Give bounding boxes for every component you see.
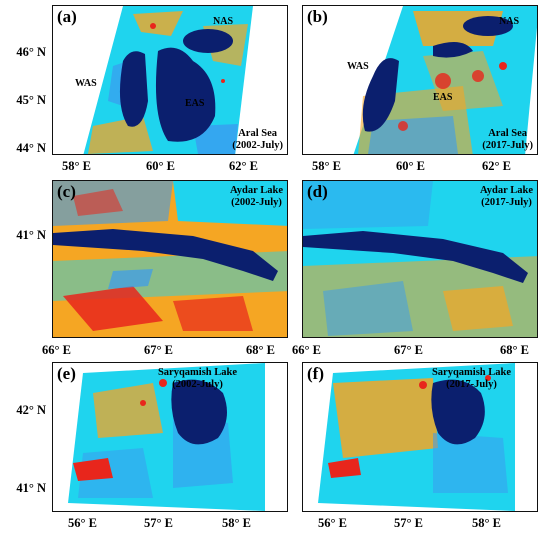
map-aydar-2002 — [53, 181, 287, 337]
region-eas-label: EAS — [185, 98, 205, 109]
site-caption: Aydar Lake (2002-July) — [230, 185, 283, 209]
region-nas-label: NAS — [213, 16, 234, 27]
panel-a: (a) NAS WAS EAS Aral Sea (2002-July) — [52, 5, 288, 155]
x-tick-label: 67° E — [394, 343, 423, 357]
x-tick-label: 60° E — [146, 159, 175, 173]
panel-label: (d) — [307, 182, 328, 201]
site-caption: Aral Sea (2017-July) — [482, 128, 533, 152]
panel-label: (e) — [57, 364, 76, 383]
lake-water — [171, 379, 227, 445]
site-date: (2002-July) — [172, 379, 223, 390]
panel-label: (c) — [57, 182, 76, 201]
site-date: (2017-July) — [446, 379, 497, 390]
y-tick-label: 45° N — [16, 93, 46, 107]
map-saryqamish-2002 — [68, 363, 265, 511]
site-date: (2002-July) — [232, 140, 283, 151]
y-tick-label: 41° N — [16, 228, 46, 242]
lake-water — [53, 229, 278, 281]
x-tick-label: 66° E — [292, 343, 321, 357]
site-name: Aydar Lake — [480, 185, 533, 196]
y-tick-label: 42° N — [16, 403, 46, 417]
lake-water — [303, 231, 528, 283]
eas-water — [155, 47, 216, 142]
panel-label: (f) — [307, 364, 324, 383]
lake-water — [431, 379, 485, 445]
x-tick-label: 56° E — [318, 516, 347, 530]
map-aral-2002 — [83, 6, 253, 154]
site-date: (2017-July) — [481, 197, 532, 208]
region-nas-label: NAS — [499, 16, 520, 27]
x-tick-label: 60° E — [396, 159, 425, 173]
y-tick-label: 46° N — [16, 45, 46, 59]
region-eas-label: EAS — [433, 92, 453, 103]
site-date: (2017-July) — [482, 140, 533, 151]
x-tick-label: 62° E — [482, 159, 511, 173]
region-was-label: WAS — [75, 78, 97, 89]
panel-label: (b) — [307, 7, 328, 26]
site-caption: Aydar Lake (2017-July) — [480, 185, 533, 209]
panel-e: (e) Saryqamish Lake (2002-July) — [52, 362, 288, 512]
map-aydar-2017 — [303, 181, 537, 337]
panel-c: (c) Aydar Lake (2002-July) — [52, 180, 288, 338]
site-date: (2002-July) — [231, 197, 282, 208]
x-tick-label: 58° E — [62, 159, 91, 173]
was-water — [119, 51, 148, 127]
site-caption: Saryqamish Lake (2002-July) — [158, 367, 237, 391]
x-tick-label: 62° E — [229, 159, 258, 173]
x-tick-label: 58° E — [222, 516, 251, 530]
site-name: Aral Sea — [488, 128, 528, 139]
panel-d: (d) Aydar Lake (2017-July) — [302, 180, 538, 338]
site-name: Aral Sea — [238, 128, 278, 139]
site-caption: Saryqamish Lake (2017-July) — [432, 367, 511, 391]
map-aral-2017 — [353, 6, 537, 154]
panel-b: (b) NAS WAS EAS Aral Sea (2017-July) — [302, 5, 538, 155]
x-tick-label: 68° E — [246, 343, 275, 357]
y-tick-label: 41° N — [16, 481, 46, 495]
panel-f: (f) Saryqamish Lake (2017-July) — [302, 362, 538, 512]
nas-water — [183, 29, 233, 53]
site-name: Saryqamish Lake — [431, 367, 511, 378]
x-tick-label: 68° E — [500, 343, 529, 357]
x-tick-label: 57° E — [144, 516, 173, 530]
x-tick-label: 57° E — [394, 516, 423, 530]
was-water — [362, 58, 399, 132]
site-name: Saryqamish Lake — [157, 367, 237, 378]
nas-water — [463, 16, 513, 36]
x-tick-label: 56° E — [68, 516, 97, 530]
region-was-label: WAS — [347, 61, 369, 72]
map-saryqamish-2017 — [318, 363, 515, 511]
x-tick-label: 58° E — [472, 516, 501, 530]
panel-label: (a) — [57, 7, 77, 26]
site-name: Aydar Lake — [230, 185, 283, 196]
y-tick-label: 44° N — [16, 141, 46, 155]
x-tick-label: 67° E — [144, 343, 173, 357]
x-tick-label: 66° E — [42, 343, 71, 357]
x-tick-label: 58° E — [312, 159, 341, 173]
site-caption: Aral Sea (2002-July) — [232, 128, 283, 152]
